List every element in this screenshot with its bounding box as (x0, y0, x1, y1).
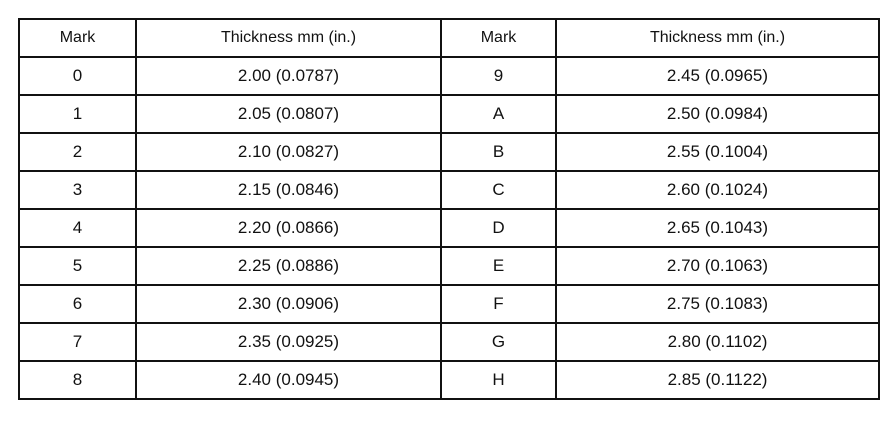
mark-cell: 5 (18, 246, 137, 286)
thickness-cell: 2.05 (0.0807) (135, 94, 442, 134)
mark-cell: 4 (18, 208, 137, 248)
table-header: Mark Thickness mm (in.) Mark Thickness mm (… (18, 18, 880, 58)
table-body: 0 2.00 (0.0787) 9 2.45 (0.0965) 1 2.05 (0.080… (18, 56, 880, 400)
thickness-cell: 2.30 (0.0906) (135, 284, 442, 324)
thickness-cell: 2.80 (0.1102) (555, 322, 880, 362)
thickness-cell: 2.75 (0.1083) (555, 284, 880, 324)
thickness-cell: 2.70 (0.1063) (555, 246, 880, 286)
table-row: 1 2.05 (0.0807) A 2.50 (0.0984) (18, 94, 880, 134)
mark-cell: C (440, 170, 557, 210)
mark-cell: E (440, 246, 557, 286)
thickness-cell: 2.50 (0.0984) (555, 94, 880, 134)
thickness-cell: 2.15 (0.0846) (135, 170, 442, 210)
mark-cell: 8 (18, 360, 137, 400)
mark-cell: 3 (18, 170, 137, 210)
header-cell: Thickness mm (in.) (555, 18, 880, 58)
table-row: 3 2.15 (0.0846) C 2.60 (0.1024) (18, 170, 880, 210)
thickness-cell: 2.45 (0.0965) (555, 56, 880, 96)
thickness-cell: 2.00 (0.0787) (135, 56, 442, 96)
thickness-cell: 2.55 (0.1004) (555, 132, 880, 172)
mark-cell: H (440, 360, 557, 400)
thickness-cell: 2.85 (0.1122) (555, 360, 880, 400)
table-row: 8 2.40 (0.0945) H 2.85 (0.1122) (18, 360, 880, 400)
thickness-cell: 2.20 (0.0866) (135, 208, 442, 248)
table-row: 7 2.35 (0.0925) G 2.80 (0.1102) (18, 322, 880, 362)
mark-cell: 2 (18, 132, 137, 172)
table-row: 2 2.10 (0.0827) B 2.55 (0.1004) (18, 132, 880, 172)
table-row: 5 2.25 (0.0886) E 2.70 (0.1063) (18, 246, 880, 286)
mark-cell: 7 (18, 322, 137, 362)
mark-cell: B (440, 132, 557, 172)
header-cell: Thickness mm (in.) (135, 18, 442, 58)
table-row: 0 2.00 (0.0787) 9 2.45 (0.0965) (18, 56, 880, 96)
thickness-table: Mark Thickness mm (in.) Mark Thickness mm (… (18, 18, 880, 400)
mark-cell: 1 (18, 94, 137, 134)
mark-cell: 0 (18, 56, 137, 96)
mark-cell: A (440, 94, 557, 134)
thickness-cell: 2.35 (0.0925) (135, 322, 442, 362)
mark-cell: F (440, 284, 557, 324)
thickness-cell: 2.65 (0.1043) (555, 208, 880, 248)
mark-cell: 9 (440, 56, 557, 96)
thickness-cell: 2.60 (0.1024) (555, 170, 880, 210)
thickness-cell: 2.40 (0.0945) (135, 360, 442, 400)
table-row: 4 2.20 (0.0866) D 2.65 (0.1043) (18, 208, 880, 248)
mark-cell: D (440, 208, 557, 248)
header-row: Mark Thickness mm (in.) Mark Thickness mm (… (18, 18, 880, 58)
thickness-cell: 2.10 (0.0827) (135, 132, 442, 172)
table-row: 6 2.30 (0.0906) F 2.75 (0.1083) (18, 284, 880, 324)
mark-cell: 6 (18, 284, 137, 324)
mark-cell: G (440, 322, 557, 362)
thickness-cell: 2.25 (0.0886) (135, 246, 442, 286)
header-cell: Mark (18, 18, 137, 58)
header-cell: Mark (440, 18, 557, 58)
